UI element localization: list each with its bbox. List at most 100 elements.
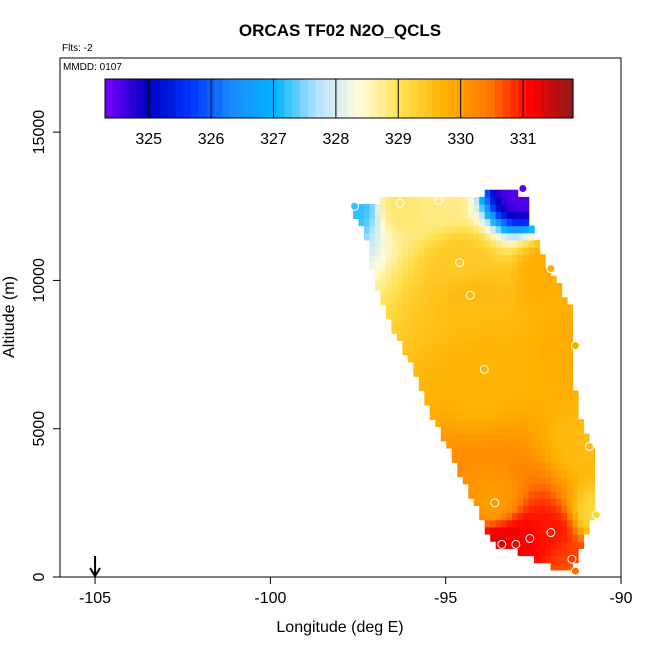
field-cell — [567, 455, 574, 463]
field-cell — [484, 455, 491, 463]
field-cell — [506, 419, 513, 427]
field-cell — [424, 290, 431, 298]
field-cell — [517, 311, 524, 320]
field-cell — [506, 189, 513, 198]
field-cell — [473, 196, 480, 205]
field-cell — [578, 476, 585, 485]
field-cell — [413, 225, 420, 234]
field-cell — [374, 247, 382, 255]
field-cell — [550, 383, 557, 392]
field-cell — [561, 297, 568, 306]
field-cell — [418, 290, 425, 298]
field-cell — [567, 318, 574, 327]
field-cell — [583, 483, 590, 492]
colorbar-segment — [487, 79, 496, 118]
field-cell — [517, 412, 524, 420]
field-cell — [528, 282, 535, 291]
field-cell — [501, 196, 508, 205]
colorbar-segment — [448, 79, 457, 118]
field-cell — [473, 476, 480, 485]
field-cell — [545, 282, 552, 291]
field-cell — [501, 462, 508, 471]
field-cell — [490, 211, 497, 220]
field-cell — [490, 196, 497, 205]
colorbar-segment — [362, 79, 371, 118]
field-cell — [473, 211, 480, 220]
field-cell — [451, 347, 458, 356]
field-cell — [550, 397, 557, 406]
field-cell — [479, 354, 486, 363]
field-cell — [506, 304, 513, 313]
field-cell — [424, 318, 431, 327]
field-cell — [457, 204, 464, 212]
colorbar-segment — [339, 79, 348, 118]
field-cell — [490, 447, 497, 456]
field-cell — [457, 218, 464, 227]
field-cell — [539, 325, 546, 334]
field-cell — [413, 318, 420, 327]
field-cell — [539, 347, 546, 356]
field-cell — [545, 498, 552, 506]
field-cell — [484, 369, 491, 377]
field-cell — [501, 361, 508, 370]
field-cell — [484, 347, 491, 356]
field-cell — [462, 204, 469, 212]
field-cell — [501, 275, 508, 284]
field-cell — [490, 275, 497, 284]
field-cell — [468, 433, 475, 442]
field-cell — [539, 433, 546, 442]
field-cell — [506, 397, 513, 406]
field-cell — [528, 548, 535, 557]
field-cell — [501, 512, 508, 521]
field-cell — [413, 311, 420, 320]
field-cell — [407, 254, 414, 263]
field-cell — [374, 261, 382, 270]
field-cell — [517, 433, 524, 442]
field-cell — [396, 297, 403, 306]
field-cell — [473, 447, 480, 456]
field-cell — [506, 211, 513, 220]
field-cell — [550, 498, 557, 506]
field-cell — [550, 533, 557, 542]
field-cell — [495, 196, 502, 205]
field-cell — [567, 483, 574, 492]
field-cell — [462, 447, 469, 456]
colorbar-segment — [253, 79, 262, 118]
field-cell — [484, 390, 491, 399]
field-cell — [501, 526, 508, 535]
field-cell — [550, 390, 557, 399]
field-cell — [468, 325, 475, 334]
field-cell — [512, 354, 519, 363]
field-cell — [561, 383, 568, 392]
field-cell — [418, 340, 425, 349]
field-cell — [556, 354, 563, 363]
field-cell — [424, 311, 431, 320]
field-cell — [572, 512, 579, 521]
field-cell — [550, 555, 557, 564]
colorbar-segment — [409, 79, 418, 118]
field-cell — [407, 318, 414, 327]
field-cell — [429, 225, 436, 234]
field-cell — [391, 254, 398, 263]
field-cell — [572, 426, 579, 435]
field-cell — [545, 462, 552, 471]
field-cell — [402, 247, 409, 255]
field-cell — [561, 562, 568, 571]
field-cell — [484, 254, 491, 263]
field-cell — [473, 218, 480, 227]
field-cell — [545, 426, 552, 435]
field-cell — [418, 254, 425, 263]
field-cell — [501, 447, 508, 456]
field-cell — [561, 333, 568, 341]
field-cell — [484, 483, 491, 492]
field-cell — [583, 462, 590, 471]
field-cell — [369, 218, 376, 227]
field-cell — [468, 268, 475, 277]
field-cell — [506, 476, 513, 485]
colorbar-segment — [346, 79, 356, 118]
field-cell — [523, 354, 530, 363]
flight-point — [497, 539, 507, 549]
field-cell — [446, 404, 453, 413]
field-cell — [495, 189, 502, 198]
flight-point — [570, 341, 580, 351]
